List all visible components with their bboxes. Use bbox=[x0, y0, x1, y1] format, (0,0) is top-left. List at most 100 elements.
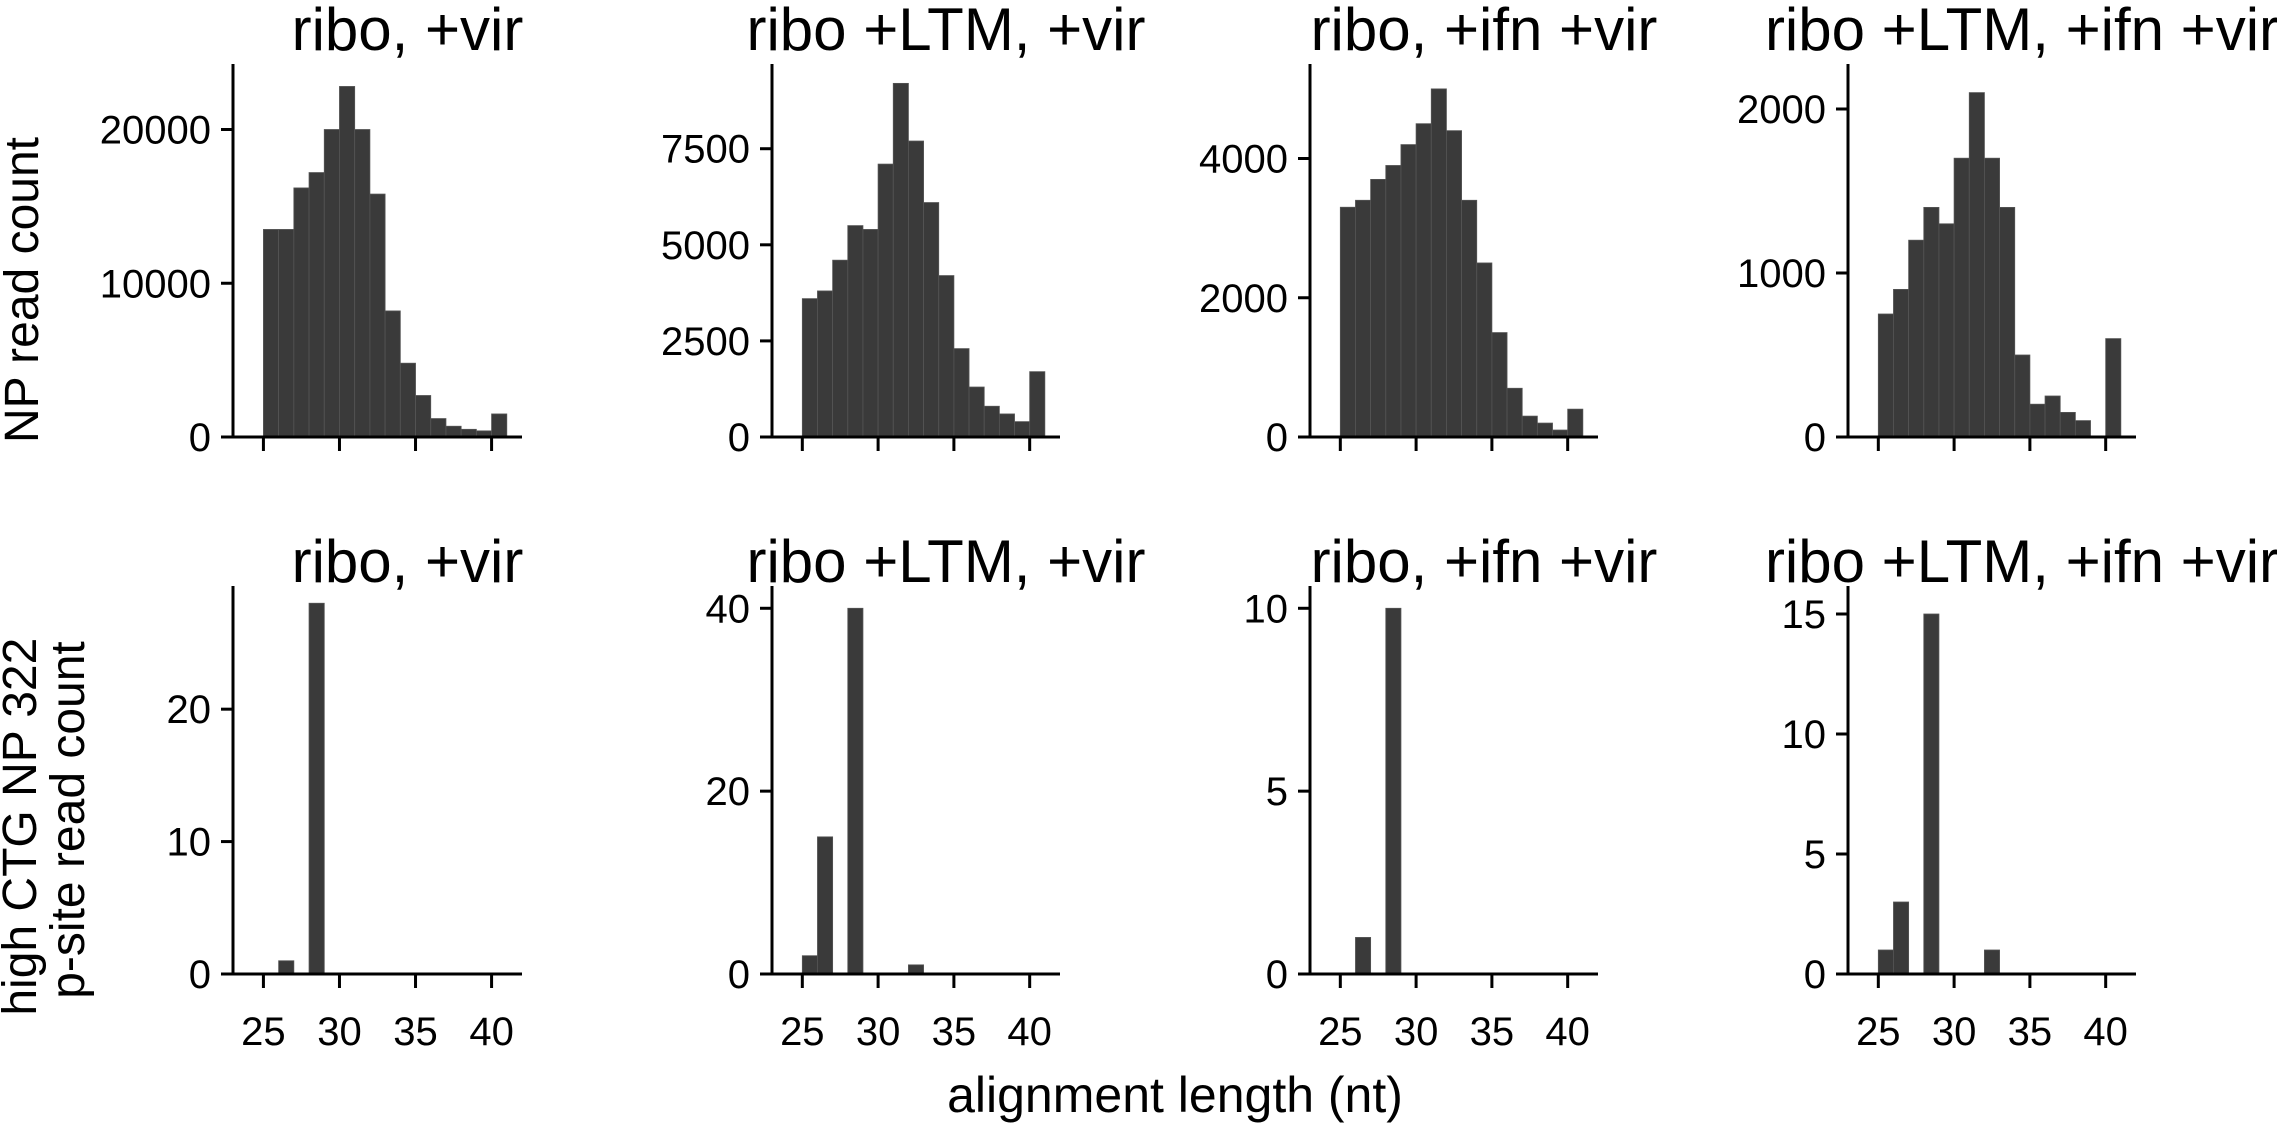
x-tick-label: 30 bbox=[856, 1010, 901, 1054]
panel-title: ribo +LTM, +ifn +vir bbox=[1765, 528, 2277, 595]
x-tick-label: 40 bbox=[2083, 1010, 2128, 1054]
histogram-bar bbox=[938, 275, 955, 438]
y-tick-label: 10 bbox=[1782, 713, 1827, 757]
x-tick-label: 25 bbox=[241, 1010, 286, 1054]
histogram-bar bbox=[430, 418, 447, 438]
x-tick-label: 30 bbox=[1932, 1010, 1977, 1054]
histogram-bar bbox=[998, 413, 1015, 438]
histogram-bar bbox=[1536, 422, 1553, 438]
histogram-bar bbox=[1370, 178, 1387, 438]
histogram-bar bbox=[1893, 901, 1910, 975]
histogram-bar bbox=[892, 82, 909, 438]
histogram-bar bbox=[491, 413, 508, 438]
histogram-bar bbox=[877, 163, 894, 438]
y-tick-label: 5000 bbox=[661, 224, 750, 268]
histogram-bar bbox=[2029, 403, 2046, 438]
histogram-bar bbox=[2044, 395, 2061, 438]
panel-2: ribo +LTM, +vir 0 2500 5000 7500 bbox=[661, 0, 1145, 460]
histogram-bar bbox=[862, 229, 879, 438]
y-tick-label: 5 bbox=[1804, 833, 1826, 877]
y-tick-label: 0 bbox=[189, 953, 211, 997]
histogram-bar bbox=[354, 129, 371, 438]
histogram-bar bbox=[1400, 144, 1417, 438]
histogram-bar bbox=[2074, 420, 2091, 438]
histogram-bar bbox=[278, 229, 295, 438]
histogram-bar bbox=[369, 193, 386, 438]
histogram-bar bbox=[847, 607, 864, 975]
x-tick-label: 30 bbox=[317, 1010, 362, 1054]
histogram-bar bbox=[1355, 199, 1372, 438]
y-tick-label: 0 bbox=[1266, 416, 1288, 460]
histogram-bar bbox=[2105, 338, 2122, 438]
histogram-bar bbox=[323, 129, 340, 438]
histogram-bar bbox=[2059, 411, 2076, 438]
histogram-bar bbox=[278, 960, 295, 975]
panel-5: ribo, +vir 0 10 20 25 30 35 40 bbox=[167, 528, 524, 1054]
histogram-bar bbox=[293, 187, 310, 438]
histogram-bar bbox=[1893, 288, 1910, 438]
y-tick-label: 0 bbox=[1266, 953, 1288, 997]
histogram-bar bbox=[923, 202, 940, 438]
histogram-bar bbox=[1476, 262, 1493, 438]
panel-title: ribo +LTM, +vir bbox=[747, 0, 1146, 63]
y-tick-label: 20 bbox=[167, 688, 212, 732]
x-tick-label: 35 bbox=[393, 1010, 438, 1054]
histogram-bar bbox=[445, 425, 462, 438]
y-tick-label: 0 bbox=[189, 416, 211, 460]
x-tick-label: 40 bbox=[1007, 1010, 1052, 1054]
histogram-bar bbox=[817, 836, 834, 975]
histogram-bar bbox=[399, 362, 416, 438]
row1-ylabel-line: NP read count bbox=[0, 137, 49, 443]
histogram-bar bbox=[1877, 949, 1894, 975]
panel-4: ribo +LTM, +ifn +vir 0 1000 2000 bbox=[1737, 0, 2277, 460]
histogram-bar bbox=[1491, 332, 1508, 438]
histogram-bar bbox=[2014, 354, 2031, 438]
y-tick-label: 0 bbox=[728, 953, 750, 997]
row2-ylabel: high CTG NP 322 p-site read count bbox=[0, 624, 95, 1015]
y-tick-label: 2000 bbox=[1199, 277, 1288, 321]
panel-title: ribo, +vir bbox=[292, 528, 524, 595]
histogram-bar bbox=[1984, 157, 2000, 438]
y-tick-label: 0 bbox=[1804, 416, 1826, 460]
row2-ylabel-line2: p-site read count bbox=[42, 641, 95, 999]
histogram-bar bbox=[1521, 415, 1538, 438]
histogram-bar bbox=[1339, 206, 1356, 438]
histogram-bar bbox=[847, 225, 864, 438]
y-tick-label: 2000 bbox=[1737, 88, 1826, 132]
x-tick-label: 35 bbox=[932, 1010, 977, 1054]
y-tick-label: 15 bbox=[1782, 593, 1827, 637]
histogram-bar bbox=[415, 395, 432, 438]
row2-ylabel-line1: high CTG NP 322 bbox=[0, 638, 47, 1016]
x-tick-label: 40 bbox=[469, 1010, 514, 1054]
panel-6: ribo +LTM, +vir 0 20 40 25 30 35 40 bbox=[706, 528, 1146, 1054]
histogram-bar bbox=[308, 602, 325, 975]
y-tick-label: 0 bbox=[728, 416, 750, 460]
row1-ylabel: NP read count bbox=[0, 137, 49, 443]
panel-8: ribo +LTM, +ifn +vir 0 5 10 15 25 30 35 40 bbox=[1765, 528, 2277, 1054]
panel-title: ribo, +ifn +vir bbox=[1311, 528, 1658, 595]
x-tick-label: 35 bbox=[2008, 1010, 2053, 1054]
histogram-bar bbox=[1984, 949, 2000, 975]
histogram-bar bbox=[1567, 408, 1584, 438]
x-tick-label: 25 bbox=[1856, 1010, 1901, 1054]
y-tick-label: 10000 bbox=[100, 262, 211, 306]
histogram-bar bbox=[1385, 165, 1402, 438]
y-tick-label: 40 bbox=[706, 587, 751, 631]
histogram-bar bbox=[1923, 206, 1940, 438]
histogram-bar bbox=[832, 259, 849, 438]
histogram-bar bbox=[1877, 313, 1894, 438]
y-tick-label: 4000 bbox=[1199, 138, 1288, 182]
histogram-bar bbox=[1355, 937, 1372, 975]
x-tick-label: 25 bbox=[1318, 1010, 1363, 1054]
panel-3: ribo, +ifn +vir 0 2000 4000 bbox=[1199, 0, 1657, 460]
y-tick-label: 0 bbox=[1804, 953, 1826, 997]
histogram-bar bbox=[308, 172, 325, 438]
histogram-bar bbox=[983, 405, 1000, 438]
histogram-bar bbox=[817, 290, 834, 438]
y-tick-label: 20 bbox=[706, 770, 751, 814]
histogram-bar bbox=[1430, 88, 1447, 438]
histogram-bar bbox=[1999, 206, 2016, 438]
panel-title: ribo +LTM, +vir bbox=[747, 528, 1146, 595]
